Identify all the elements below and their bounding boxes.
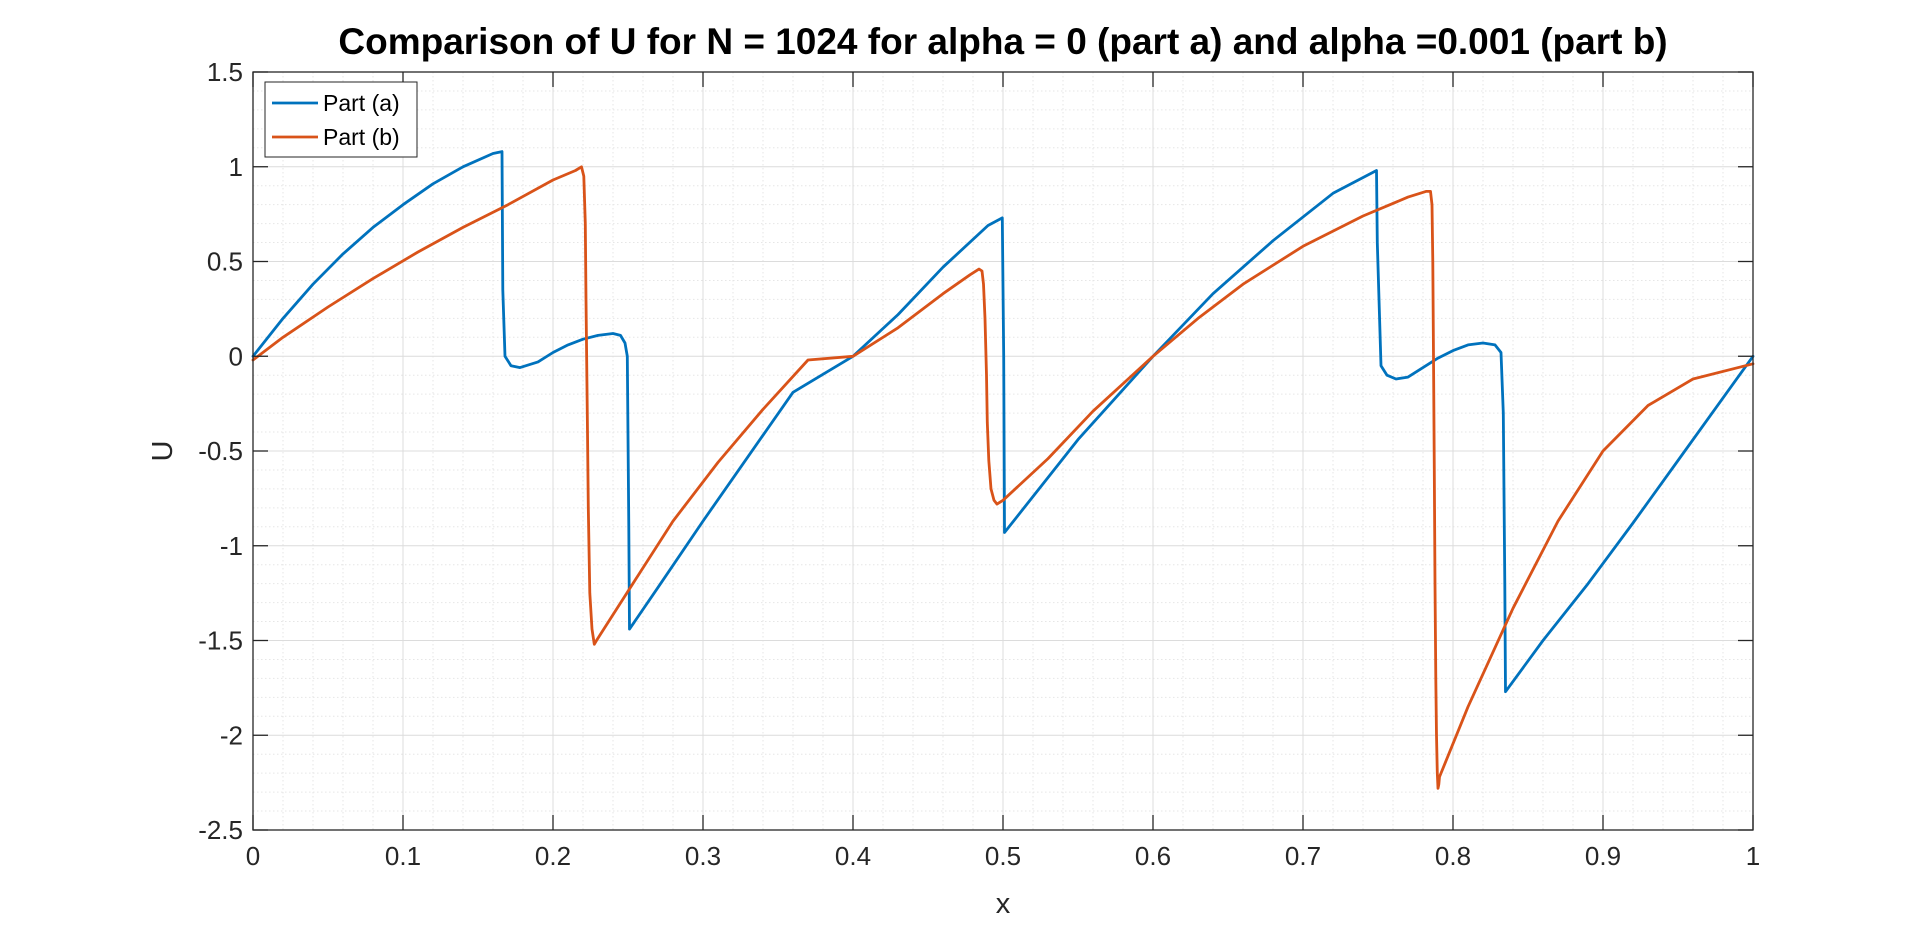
y-tick-label: -1.5 [198,626,243,656]
series-line-part-b [251,165,1755,790]
x-tick-label: 0.9 [1585,841,1621,871]
y-tick-label: 0.5 [207,247,243,277]
y-tick-label: 0 [229,341,243,371]
y-tick-label: -0.5 [198,436,243,466]
y-tick-label: -2.5 [198,815,243,845]
y-tick-labels: 1.5 1 0.5 0 -0.5 -1 -1.5 -2 -2.5 [198,57,243,845]
series-layer [251,150,1755,790]
y-tick-label: 1.5 [207,57,243,87]
x-tick-label: 0.8 [1435,841,1471,871]
y-tick-label: 1 [229,152,243,182]
legend-label-part-b: Part (b) [323,124,400,150]
x-tick-label: 0.4 [835,841,871,871]
x-tick-label: 0.3 [685,841,721,871]
x-tick-label: 0.1 [385,841,421,871]
series-line-part-a [251,150,1755,694]
x-axis-label: x [996,888,1011,920]
legend: Part (a) Part (b) [264,81,418,158]
tick-marks [252,71,1754,831]
x-tick-label: 0.5 [985,841,1021,871]
y-axis-label: U [147,441,179,462]
x-tick-label: 0 [246,841,260,871]
x-tick-label: 1 [1746,841,1760,871]
x-tick-label: 0.7 [1285,841,1321,871]
x-tick-labels: 0 0.1 0.2 0.3 0.4 0.5 0.6 0.7 0.8 0.9 1 [246,841,1760,871]
legend-box [264,81,418,158]
legend-label-part-a: Part (a) [323,90,400,116]
y-tick-label: -1 [220,531,243,561]
x-tick-label: 0.2 [535,841,571,871]
x-tick-label: 0.6 [1135,841,1171,871]
y-tick-label: -2 [220,720,243,750]
chart-title: Comparison of U for N = 1024 for alpha =… [338,21,1667,62]
